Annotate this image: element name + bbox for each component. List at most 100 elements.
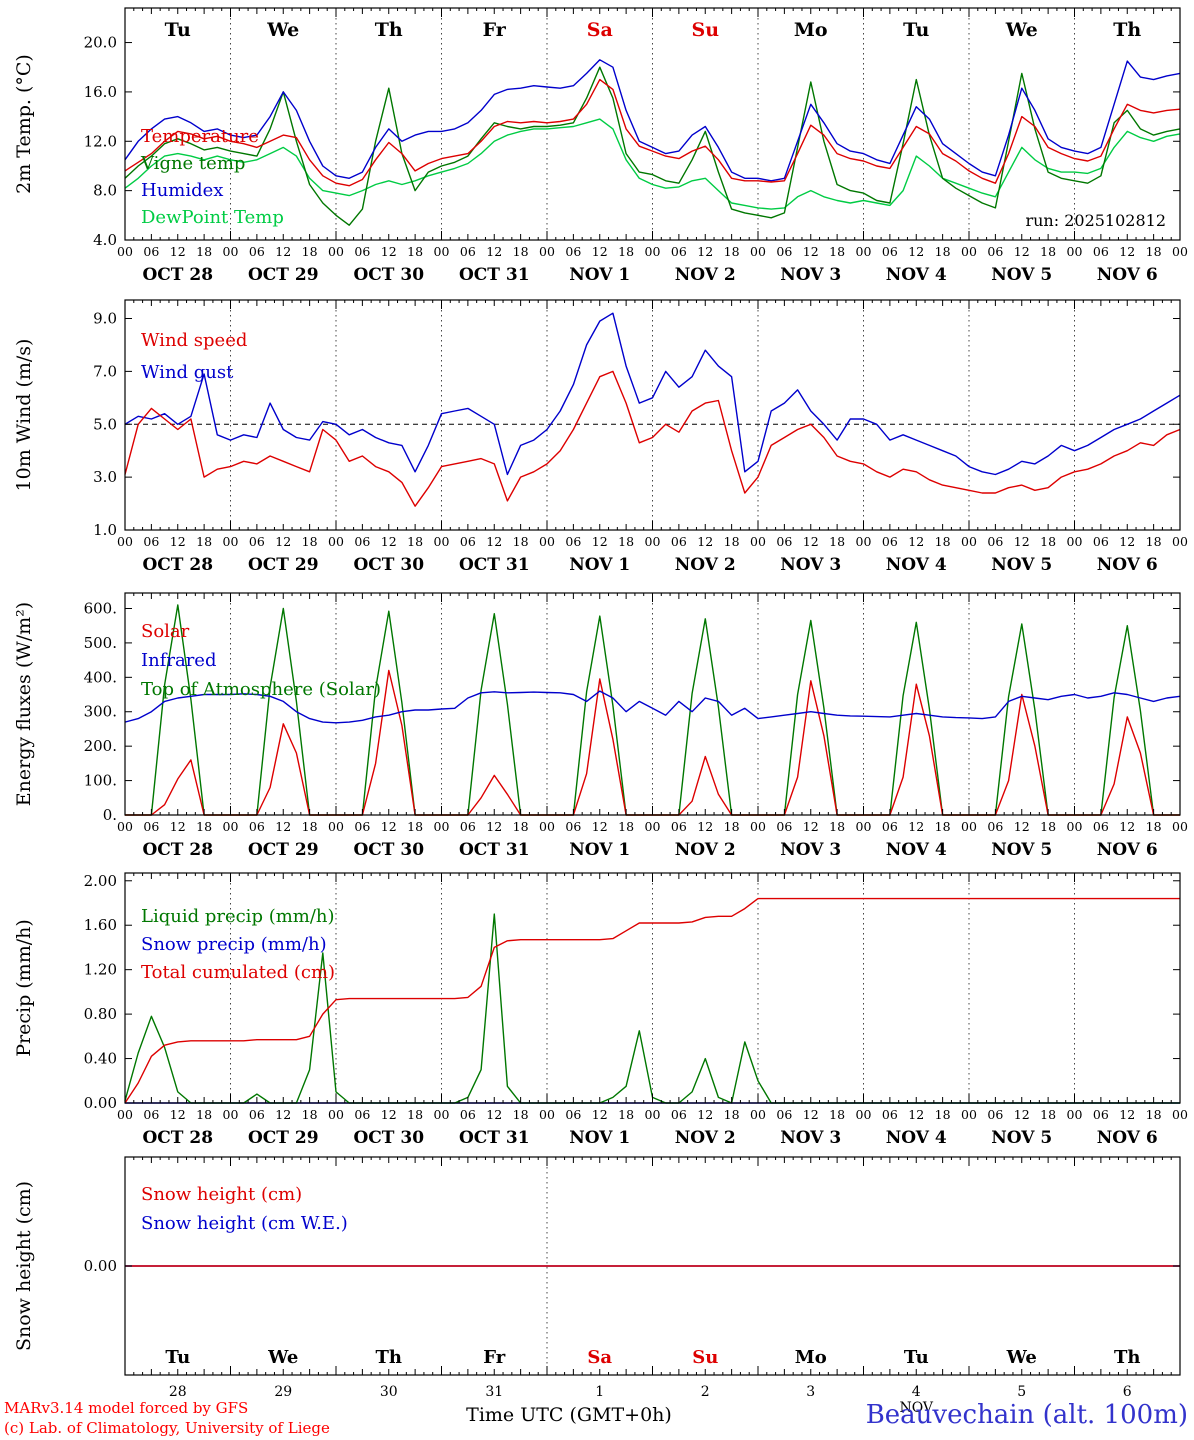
- legend-snow-height-we: Snow height (cm W.E.): [141, 1213, 348, 1234]
- y-tick-label: 7.0: [93, 362, 117, 380]
- hour-tick-label: 18: [196, 534, 212, 549]
- day-label-top: We: [266, 19, 299, 41]
- hour-tick-label: 00: [1172, 534, 1188, 549]
- date-label: NOV 5: [991, 265, 1052, 285]
- y-tick-label: 9.0: [93, 310, 117, 328]
- hour-tick-label: 00: [750, 1107, 766, 1122]
- date-label: NOV 4: [886, 265, 947, 285]
- hour-tick-label: 00: [223, 819, 239, 834]
- date-label: NOV 3: [780, 1128, 841, 1148]
- bottom-day-number: 3: [806, 1384, 815, 1400]
- date-label: OCT 30: [353, 265, 424, 285]
- hour-tick-label: 18: [1040, 1107, 1056, 1122]
- hour-tick-label: 18: [829, 819, 845, 834]
- hour-tick-label: 18: [407, 244, 423, 259]
- hour-tick-label: 00: [961, 534, 977, 549]
- hour-tick-label: 00: [117, 534, 133, 549]
- hour-tick-label: 12: [803, 1107, 819, 1122]
- date-label: NOV 1: [569, 840, 630, 860]
- hour-tick-label: 06: [882, 244, 898, 259]
- hour-tick-label: 12: [697, 534, 713, 549]
- y-tick-label: 3.0: [93, 468, 117, 486]
- hour-tick-label: 18: [1146, 1107, 1162, 1122]
- hour-tick-label: 18: [302, 819, 318, 834]
- hour-tick-label: 06: [460, 244, 476, 259]
- hour-tick-label: 00: [750, 244, 766, 259]
- day-label-top: Fr: [483, 19, 507, 41]
- hour-tick-label: 18: [513, 819, 529, 834]
- hour-tick-label: 06: [460, 534, 476, 549]
- hour-tick-label: 18: [302, 244, 318, 259]
- day-label-bottom: Th: [1114, 1347, 1140, 1368]
- day-label-bottom: We: [267, 1347, 298, 1368]
- day-label-top: Tu: [903, 19, 929, 41]
- y-tick-label: 200.: [84, 737, 117, 755]
- date-label: OCT 31: [459, 840, 530, 860]
- date-label: NOV 4: [886, 1128, 947, 1148]
- y-tick-label: 0.80: [84, 1005, 117, 1023]
- hour-tick-label: 12: [803, 819, 819, 834]
- date-label: NOV 6: [1097, 265, 1158, 285]
- hour-tick-label: 06: [143, 244, 159, 259]
- hour-tick-label: 06: [249, 534, 265, 549]
- hour-tick-label: 06: [987, 819, 1003, 834]
- hour-tick-label: 00: [539, 534, 555, 549]
- hour-tick-label: 12: [908, 819, 924, 834]
- date-label: OCT 30: [353, 840, 424, 860]
- date-label: NOV 1: [569, 265, 630, 285]
- y-tick-label: 300.: [84, 703, 117, 721]
- bottom-month-label: NOV: [899, 1400, 933, 1416]
- hour-tick-label: 06: [987, 244, 1003, 259]
- hour-tick-label: 18: [724, 1107, 740, 1122]
- day-label-bottom: Su: [692, 1347, 718, 1368]
- legend-humidex: Humidex: [141, 180, 223, 201]
- hour-tick-label: 06: [671, 819, 687, 834]
- hour-tick-label: 00: [328, 534, 344, 549]
- hour-tick-label: 12: [381, 534, 397, 549]
- legend-vigne-temp: Vigne temp: [140, 153, 245, 174]
- bottom-day-number: 4: [912, 1384, 921, 1400]
- hour-tick-label: 00: [539, 244, 555, 259]
- wind-gust-line: [124, 312, 1181, 476]
- hour-tick-label: 18: [724, 534, 740, 549]
- hour-tick-label: 00: [539, 819, 555, 834]
- y-tick-label: 600.: [84, 599, 117, 617]
- panel-snow: 0.00 Snow height (cm) Snow height (cm) Snow…: [13, 1156, 1181, 1416]
- y-tick-label: 4.0: [93, 231, 117, 249]
- hour-tick-label: 12: [275, 244, 291, 259]
- hour-tick-label: 18: [935, 1107, 951, 1122]
- y-tick-label: 0.00: [84, 1094, 117, 1112]
- bottom-day-number: 6: [1123, 1384, 1132, 1400]
- hour-tick-label: 06: [882, 819, 898, 834]
- y-tick-label: 20.0: [84, 34, 117, 52]
- hour-tick-label: 06: [1093, 1107, 1109, 1122]
- bottom-day-number: 2: [701, 1384, 710, 1400]
- hour-tick-label: 18: [407, 819, 423, 834]
- hour-tick-label: 18: [1146, 244, 1162, 259]
- day-label-top: Su: [691, 19, 719, 41]
- legend-solar: Solar: [141, 621, 190, 642]
- hour-tick-label: 12: [1119, 819, 1135, 834]
- hour-tick-label: 06: [354, 1107, 370, 1122]
- y-tick-label: 8.0: [93, 182, 117, 200]
- date-label: OCT 28: [142, 840, 213, 860]
- day-label-top: Th: [1113, 19, 1141, 41]
- hour-tick-label: 00: [434, 244, 450, 259]
- panel-precip: 0.00 0.40 0.80 1.20 1.60 2.00 Precip (mm/h) Liq…: [13, 872, 1188, 1148]
- hour-tick-label: 18: [196, 244, 212, 259]
- hour-tick-label: 06: [565, 244, 581, 259]
- date-label: NOV 3: [780, 265, 841, 285]
- y-tick-label: 0.00: [84, 1257, 117, 1275]
- hour-tick-label: 12: [170, 1107, 186, 1122]
- hour-tick-label: 06: [565, 819, 581, 834]
- lab-credit: (c) Lab. of Climatology, University of L…: [4, 1419, 330, 1437]
- hour-tick-label: 06: [565, 1107, 581, 1122]
- date-label: NOV 3: [780, 555, 841, 575]
- credits: MARv3.14 model forced by GFS (c) Lab. of…: [4, 1398, 330, 1438]
- y-axis-title: Energy fluxes (W/m²): [13, 602, 35, 806]
- hour-tick-label: 06: [143, 1107, 159, 1122]
- panel-wind: 1.0 3.0 5.0 7.0 9.0 10m Wind (m/s) Wind speed W…: [13, 299, 1188, 575]
- legend-wind-gust: Wind gust: [141, 362, 234, 383]
- y-tick-label: 400.: [84, 668, 117, 686]
